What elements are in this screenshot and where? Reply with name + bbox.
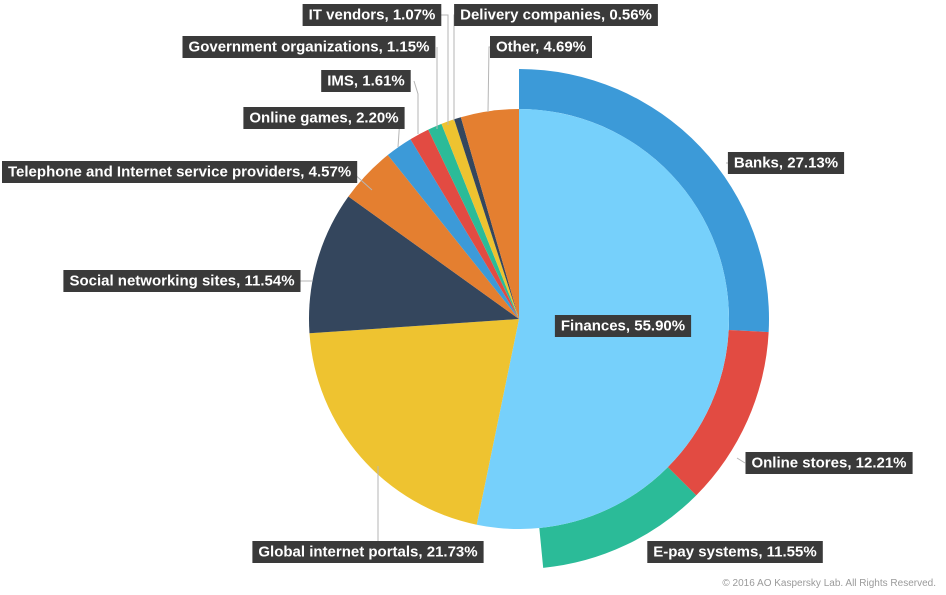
label-box-it-vendors	[302, 4, 442, 26]
label-social-networking-sites: Social networking sites, 11.54%	[63, 270, 301, 292]
label-box-banks	[727, 152, 845, 174]
label-box-finances	[554, 315, 692, 337]
label-box-online-games	[243, 107, 405, 129]
label-banks: Banks, 27.13%	[727, 152, 845, 174]
label-online-games: Online games, 2.20%	[243, 107, 405, 129]
leader-line-online-stores	[736, 457, 746, 464]
pie-slice-it-vendors	[441, 119, 519, 320]
pie-slices-group	[308, 109, 729, 529]
label-text-government-organizations: Government organizations, 1.15%	[189, 39, 430, 56]
label-finances: Finances, 55.90%	[554, 315, 692, 337]
ring-segment-e-pay-systems	[539, 467, 697, 568]
pie-slice-social-networking-sites	[308, 196, 519, 334]
label-text-online-games: Online games, 2.20%	[249, 110, 398, 127]
leader-line-delivery-companies	[453, 14, 461, 121]
label-box-global-internet-portals	[252, 541, 484, 563]
label-delivery-companies: Delivery companies, 0.56%	[454, 4, 658, 26]
label-text-it-vendors: IT vendors, 1.07%	[309, 7, 436, 24]
label-text-delivery-companies: Delivery companies, 0.56%	[460, 7, 652, 24]
label-box-online-stores	[745, 452, 913, 474]
outer-ring-group	[519, 69, 770, 568]
label-text-ims: IMS, 1.61%	[327, 73, 405, 90]
label-box-delivery-companies	[454, 4, 658, 26]
label-box-e-pay-systems	[647, 541, 823, 563]
label-text-other: Other, 4.69%	[496, 39, 586, 56]
pie-slice-government-organizations	[428, 123, 519, 319]
ring-segment-banks	[519, 69, 770, 333]
label-box-social-networking-sites	[63, 270, 301, 292]
pie-slice-other	[460, 109, 519, 319]
label-text-banks: Banks, 27.13%	[734, 155, 838, 172]
label-box-ims	[321, 70, 411, 92]
pie-slice-telephone-and-internet-service-providers	[348, 155, 519, 319]
label-telephone-and-internet-service-providers: Telephone and Internet service providers…	[2, 161, 358, 183]
label-text-social-networking-sites: Social networking sites, 11.54%	[69, 273, 294, 290]
label-government-organizations: Government organizations, 1.15%	[182, 36, 436, 58]
ring-segment-online-stores	[667, 329, 769, 496]
label-box-telephone-and-internet-service-providers	[2, 161, 358, 183]
label-text-telephone-and-internet-service-providers: Telephone and Internet service providers…	[8, 164, 351, 181]
label-ims: IMS, 1.61%	[321, 70, 411, 92]
label-text-finances: Finances, 55.90%	[561, 318, 685, 335]
label-box-government-organizations	[182, 36, 436, 58]
pie-slice-delivery-companies	[454, 117, 519, 320]
pie-slice-ims	[410, 129, 519, 319]
labels-group: Finances, 55.90% Global internet portals,…	[2, 4, 913, 563]
label-online-stores: Online stores, 12.21%	[745, 452, 913, 474]
label-box-other	[490, 36, 592, 58]
label-it-vendors: IT vendors, 1.07%	[302, 4, 442, 26]
leader-line-it-vendors	[440, 14, 449, 125]
label-text-e-pay-systems: E-pay systems, 11.55%	[653, 544, 816, 561]
label-other: Other, 4.69%	[490, 36, 592, 58]
leader-line-ims	[413, 80, 419, 134]
label-global-internet-portals: Global internet portals, 21.73%	[252, 541, 484, 563]
label-e-pay-systems: E-pay systems, 11.55%	[647, 541, 823, 563]
pie-slice-global-internet-portals	[309, 319, 519, 525]
label-text-global-internet-portals: Global internet portals, 21.73%	[258, 544, 477, 561]
pie-slice-online-games	[387, 139, 519, 319]
label-text-online-stores: Online stores, 12.21%	[751, 455, 906, 472]
copyright-text: © 2016 AO Kaspersky Lab. All Rights Rese…	[722, 578, 936, 589]
